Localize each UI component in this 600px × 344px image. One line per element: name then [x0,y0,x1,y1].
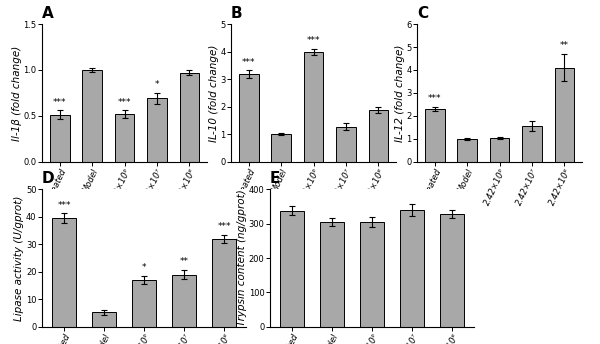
Bar [360,222,384,327]
Text: ***: *** [217,222,231,231]
Text: ***: *** [53,98,67,107]
Bar [50,115,70,162]
Bar [522,126,542,162]
Bar [239,74,259,162]
Bar [179,73,199,162]
Y-axis label: IL-10 (fold change): IL-10 (fold change) [209,44,218,142]
Bar [52,218,76,327]
Bar [271,134,291,162]
Text: ***: *** [242,57,256,67]
Y-axis label: IL-12 (fold change): IL-12 (fold change) [395,44,404,142]
Bar [172,275,196,327]
Bar [336,127,356,162]
Text: ***: *** [307,36,320,45]
Bar [147,98,167,162]
Text: B: B [231,6,242,21]
Text: ***: *** [428,94,442,103]
Bar [132,280,156,327]
Text: C: C [417,6,428,21]
Text: E: E [270,171,280,186]
Bar [212,239,236,327]
Bar [115,114,134,162]
Text: **: ** [560,42,569,51]
Y-axis label: Lipase activity (U/gprot): Lipase activity (U/gprot) [14,195,25,321]
Text: D: D [42,171,55,186]
Text: **: ** [179,257,188,266]
Text: *: * [155,80,159,89]
Y-axis label: Trypsin content (ng/gprot): Trypsin content (ng/gprot) [237,190,247,326]
Bar [457,139,477,162]
Bar [425,109,445,162]
Bar [280,211,304,327]
Bar [304,52,323,162]
Bar [82,70,102,162]
Bar [92,312,116,327]
Text: A: A [42,6,54,21]
Bar [320,222,344,327]
Text: *: * [142,264,146,272]
Bar [490,138,509,162]
Bar [554,68,574,162]
Y-axis label: Il-1β (fold change): Il-1β (fold change) [12,45,22,140]
Bar [400,210,424,327]
Bar [440,214,464,327]
Text: ***: *** [57,201,71,210]
Text: ***: *** [118,98,131,107]
Bar [368,110,388,162]
